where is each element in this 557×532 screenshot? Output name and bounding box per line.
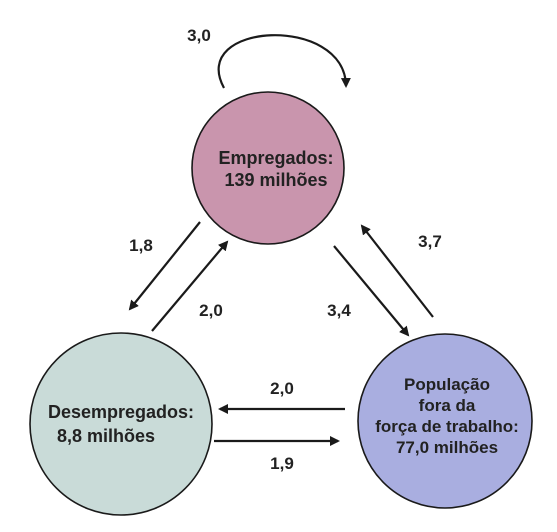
unemployed-count: 8,8 milhões [57, 426, 155, 446]
not-in-labor-force-line1: População [404, 375, 490, 394]
employed-title: Empregados: [218, 148, 333, 168]
not-in-labor-force-line3: força de trabalho: [375, 417, 519, 436]
not-in-labor-force-node [357, 333, 533, 509]
flow-label-employed-to-unemployed: 1,8 [129, 236, 153, 255]
not-in-labor-force-line4: 77,0 milhões [396, 438, 498, 457]
flow-label-employed-to-employed: 3,0 [187, 26, 211, 45]
flow-label-not-in-labor-force-to-employed: 3,7 [418, 232, 442, 251]
flow-label-employed-to-not-in-labor-force: 3,4 [327, 301, 351, 320]
unemployed-to-employed-arrow [151, 240, 229, 332]
flow-label-unemployed-to-employed: 2,0 [199, 301, 223, 320]
flow-label-not-in-labor-force-to-unemployed: 2,0 [270, 379, 294, 398]
unemployed-node [29, 332, 213, 516]
employed-count: 139 milhões [224, 170, 327, 190]
employed-self-loop-arrow [217, 34, 351, 89]
employed-to-not-in-labor-force-arrow [333, 245, 410, 337]
employed-node [191, 91, 345, 245]
not-in-labor-force-to-employed-arrow [360, 224, 434, 318]
employed-to-unemployed-arrow [128, 221, 201, 311]
flow-label-unemployed-to-not-in-labor-force: 1,9 [270, 454, 294, 473]
not-in-labor-force-line2: fora da [419, 396, 476, 415]
unemployed-title: Desempregados: [48, 402, 194, 422]
